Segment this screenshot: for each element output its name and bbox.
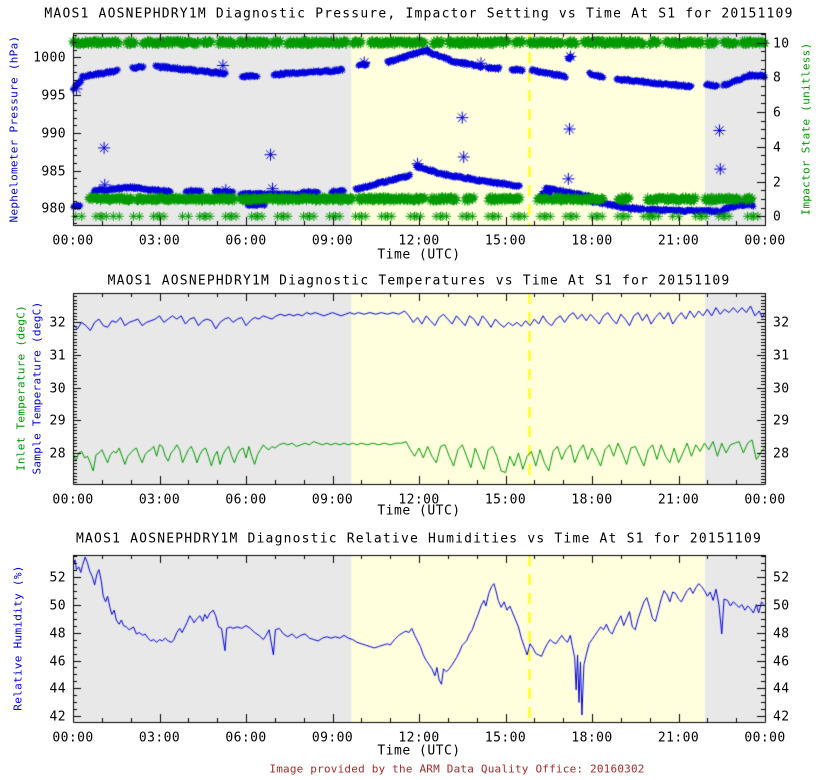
panel2-inlet-axis-label: Inlet Temperature (degC) — [14, 304, 28, 472]
panel3-left-axis-label: Relative Humidity (%) — [11, 565, 25, 711]
y-tick-label: 990 — [41, 126, 66, 141]
y-tick-label: 10 — [773, 36, 790, 51]
y-tick-label: 30 — [773, 381, 790, 396]
y-tick-label: 31 — [49, 348, 66, 363]
y-tick-label: 1000 — [33, 50, 66, 65]
y-tick-label: 985 — [41, 164, 66, 179]
y-tick-label: 6 — [773, 105, 782, 120]
x-tick-label: 21:00 — [657, 492, 700, 508]
y-tick-label: 50 — [773, 598, 790, 613]
x-tick-label: 00:00 — [52, 492, 94, 508]
x-tick-label: 06:00 — [225, 233, 267, 249]
x-tick-label: 12:00 — [398, 233, 440, 249]
panel3-time-axis-label: Time (UTC) — [377, 743, 461, 759]
y-tick-label: 48 — [773, 626, 790, 641]
panel3-title: MAOS1 AOSNEPHDRY1M Diagnostic Relative H… — [75, 531, 763, 547]
x-tick-label: 00:00 — [744, 492, 786, 508]
x-tick-label: 21:00 — [657, 730, 700, 746]
x-tick-label: 18:00 — [571, 730, 613, 746]
y-tick-label: 48 — [49, 626, 66, 641]
x-tick-label: 09:00 — [311, 492, 354, 508]
y-tick-label: 28 — [49, 446, 66, 461]
x-tick-label: 15:00 — [484, 730, 527, 746]
y-tick-label: 44 — [49, 681, 66, 696]
x-tick-label: 18:00 — [571, 492, 613, 508]
x-tick-label: 12:00 — [398, 730, 440, 746]
x-tick-label: 00:00 — [744, 730, 786, 746]
y-tick-label: 4 — [773, 140, 782, 155]
y-tick-label: 32 — [49, 315, 66, 330]
y-tick-label: 2 — [773, 175, 782, 190]
y-tick-label: 28 — [773, 446, 790, 461]
y-tick-label: 980 — [41, 201, 66, 216]
x-tick-label: 12:00 — [398, 492, 440, 508]
x-tick-label: 18:00 — [571, 233, 613, 249]
x-tick-label: 00:00 — [52, 730, 94, 746]
x-tick-label: 21:00 — [657, 233, 700, 249]
provenance-caption: Image provided by the ARM Data Quality O… — [269, 762, 645, 776]
panel1-title: MAOS1 AOSNEPHDRY1M Diagnostic Pressure, … — [44, 6, 794, 22]
y-tick-label: 46 — [49, 654, 66, 669]
y-tick-label: 44 — [773, 681, 790, 696]
x-tick-label: 03:00 — [138, 730, 181, 746]
x-tick-label: 00:00 — [52, 233, 94, 249]
x-tick-label: 09:00 — [311, 233, 354, 249]
y-tick-label: 30 — [49, 381, 66, 396]
y-tick-label: 8 — [773, 70, 782, 85]
y-tick-label: 29 — [773, 413, 790, 428]
y-tick-label: 42 — [773, 709, 790, 724]
y-tick-label: 0 — [773, 209, 782, 224]
panel1-time-axis-label: Time (UTC) — [377, 247, 461, 263]
y-tick-label: 32 — [773, 315, 790, 330]
x-tick-label: 06:00 — [225, 730, 267, 746]
y-tick-label: 31 — [773, 348, 790, 363]
x-tick-label: 09:00 — [311, 730, 354, 746]
panel2-title: MAOS1 AOSNEPHDRY1M Diagnostic Temperatur… — [107, 273, 731, 289]
y-tick-label: 52 — [773, 570, 790, 585]
panel1-right-axis-label: Impactor State (unitless) — [799, 42, 813, 216]
y-tick-label: 50 — [49, 598, 66, 613]
y-tick-label: 52 — [49, 570, 66, 585]
x-tick-label: 06:00 — [225, 492, 267, 508]
y-tick-label: 995 — [41, 88, 66, 103]
y-tick-label: 42 — [49, 709, 66, 724]
x-tick-label: 03:00 — [138, 233, 181, 249]
x-tick-label: 15:00 — [484, 492, 527, 508]
panel1-left-axis-label: Nephelometer Pressure (hPa) — [7, 35, 21, 223]
panel2-time-axis-label: Time (UTC) — [377, 503, 461, 519]
x-tick-label: 15:00 — [484, 233, 527, 249]
panel2-sample-axis-label: Sample Temperature (degC) — [30, 301, 44, 475]
y-tick-label: 46 — [773, 654, 790, 669]
y-tick-label: 29 — [49, 413, 66, 428]
x-tick-label: 03:00 — [138, 492, 181, 508]
x-tick-label: 00:00 — [744, 233, 786, 249]
